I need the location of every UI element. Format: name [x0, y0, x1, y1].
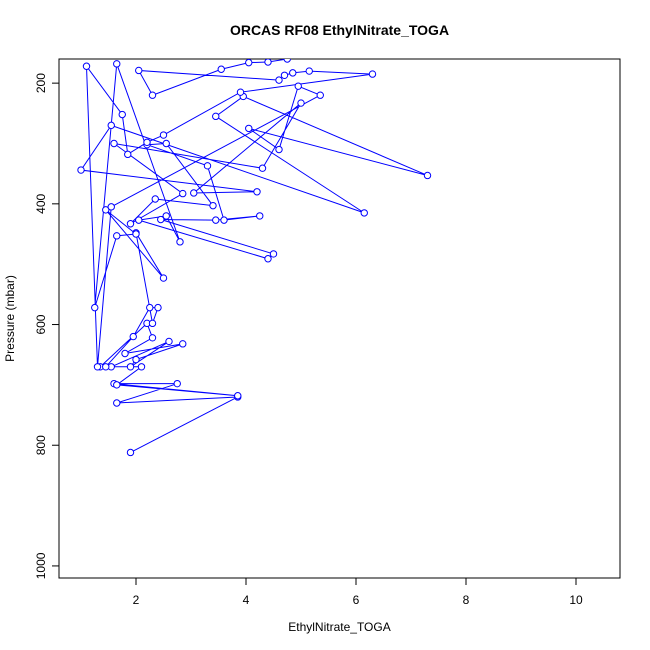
data-point	[253, 188, 261, 196]
data-point	[154, 303, 162, 312]
data-point	[93, 363, 102, 371]
x-tick-label: 10	[569, 593, 583, 607]
data-point	[212, 216, 220, 224]
data-point	[113, 399, 121, 407]
data-point	[234, 392, 242, 400]
data-point	[113, 232, 121, 240]
data-point	[129, 332, 137, 341]
data-point	[176, 238, 184, 246]
x-tick-label: 2	[133, 593, 140, 607]
data-point	[217, 65, 225, 73]
data-point	[258, 164, 267, 172]
data-point	[294, 82, 302, 90]
data-point	[135, 216, 143, 224]
data-point	[165, 337, 173, 346]
data-point	[283, 59, 291, 63]
data-point	[121, 349, 129, 358]
data-point	[275, 76, 283, 84]
plot-area	[77, 59, 432, 457]
data-point	[289, 69, 297, 77]
data-point	[132, 230, 140, 238]
y-axis-label: Pressure (mbar)	[3, 275, 17, 362]
data-point	[162, 139, 170, 148]
y-tick-label: 400	[34, 194, 48, 214]
data-point	[316, 91, 324, 99]
x-tick-label: 4	[243, 593, 250, 607]
data-point	[209, 201, 217, 210]
data-point	[203, 162, 212, 170]
data-point	[135, 66, 143, 75]
data-point	[275, 145, 283, 154]
data-point	[148, 319, 157, 328]
data-point	[113, 60, 121, 68]
data-point	[124, 150, 132, 159]
data-point	[212, 112, 220, 121]
data-point	[102, 363, 110, 371]
data-point	[305, 67, 313, 75]
y-tick-label: 200	[34, 73, 48, 93]
y-tick-label: 600	[34, 314, 48, 334]
data-point	[126, 220, 135, 228]
x-axis-label: EthylNitrate_TOGA	[288, 620, 390, 634]
x-tick-label: 8	[463, 593, 470, 607]
data-point	[179, 340, 187, 348]
data-point	[269, 250, 278, 258]
y-tick-label: 1000	[34, 552, 48, 579]
data-point	[245, 59, 253, 67]
series-line	[80, 59, 428, 453]
data-point	[82, 62, 91, 70]
chart-title: ORCAS RF08 EthylNitrate_TOGA	[230, 22, 449, 38]
data-point	[256, 212, 264, 220]
y-tick-label: 800	[34, 435, 48, 455]
x-tick-label: 6	[353, 593, 360, 607]
data-point	[236, 88, 245, 96]
data-point	[143, 138, 151, 146]
data-point	[151, 195, 159, 203]
data-point	[107, 121, 115, 130]
data-point	[146, 303, 154, 312]
data-point	[148, 334, 157, 342]
data-point	[159, 131, 168, 139]
data-point	[132, 355, 140, 364]
data-point	[137, 363, 146, 371]
data-point	[264, 59, 272, 66]
data-point	[360, 209, 368, 217]
data-point	[113, 381, 121, 389]
data-point	[173, 379, 181, 388]
data-point	[245, 124, 253, 133]
data-point	[179, 189, 187, 198]
x-axis: 2 4 6 8 10	[133, 577, 583, 607]
data-point	[91, 303, 99, 312]
data-point	[126, 448, 135, 457]
data-point	[102, 206, 110, 214]
data-point	[126, 363, 135, 371]
data-point	[220, 216, 228, 224]
data-point	[368, 70, 377, 78]
data-point	[159, 274, 168, 282]
data-point	[107, 203, 115, 211]
data-point	[110, 139, 118, 148]
data-point	[148, 91, 157, 99]
y-axis: 200 400 600 800 1000	[34, 73, 60, 579]
data-point	[280, 71, 289, 79]
data-point	[118, 110, 126, 119]
data-point	[264, 255, 272, 263]
data-point	[297, 99, 305, 107]
data-point	[423, 171, 432, 180]
data-point	[157, 215, 165, 224]
data-point	[190, 189, 198, 197]
data-point	[162, 212, 170, 220]
data-point	[77, 166, 85, 174]
